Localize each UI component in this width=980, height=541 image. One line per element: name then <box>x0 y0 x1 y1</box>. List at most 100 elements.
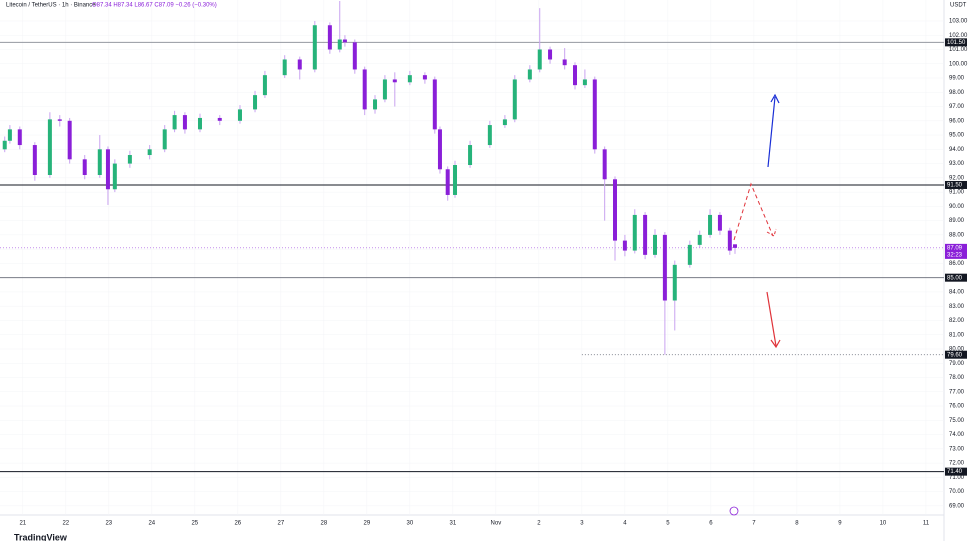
projection-head <box>766 228 777 237</box>
candle-body <box>592 79 597 150</box>
candle-body <box>502 119 507 126</box>
annotations <box>729 93 781 516</box>
candle-body <box>32 145 37 175</box>
price-label: 71.40 <box>947 469 963 475</box>
candle-body <box>548 49 553 60</box>
candle-body <box>527 69 532 80</box>
candle-body <box>67 120 72 160</box>
y-tick-label: 94.00 <box>949 147 965 153</box>
candle-body <box>732 244 737 248</box>
x-tick-label: 21 <box>19 521 26 527</box>
candle-body <box>7 129 12 141</box>
y-tick-label: 99.00 <box>949 76 965 82</box>
x-tick-label: 8 <box>795 521 799 527</box>
candle-body <box>253 95 258 110</box>
y-tick-label: 88.00 <box>949 232 965 238</box>
candle-body <box>127 155 132 164</box>
ohlc-legend: O87.34 H87.34 L86.67 C87.09 −0.26 (−0.30… <box>92 3 217 9</box>
y-tick-label: 83.00 <box>949 304 965 310</box>
candle-body <box>422 75 427 80</box>
candle-body <box>47 119 52 175</box>
down-arrow-head <box>770 339 781 349</box>
candle-body <box>57 119 62 121</box>
price-axis: 69.00 70.00 71.00 72.00 73.00 74.00 75.00 76.00… <box>19 19 968 527</box>
candle-body <box>697 234 702 245</box>
candle-body <box>652 234 657 255</box>
y-tick-label: 93.00 <box>949 161 965 167</box>
y-tick-label: 72.00 <box>949 461 965 467</box>
x-tick-label: 2 <box>537 521 541 527</box>
candle-body <box>147 149 152 156</box>
event-icon[interactable] <box>729 506 739 516</box>
candles <box>2 0 737 355</box>
x-tick-label: 3 <box>580 521 584 527</box>
last-price-box <box>945 243 967 259</box>
candle-body <box>2 140 7 150</box>
y-tick-label: 101.00 <box>949 47 968 53</box>
brand-logo[interactable]: TradingView <box>14 532 68 541</box>
candle-body <box>82 159 87 175</box>
candle-body <box>437 129 442 170</box>
price-label-box <box>945 38 967 47</box>
projection-path <box>733 182 774 241</box>
candle-body <box>382 79 387 100</box>
x-tick-label: 26 <box>234 521 241 527</box>
candle-body <box>392 79 397 83</box>
y-tick-label: 76.00 <box>949 404 965 410</box>
x-tick-label: 28 <box>320 521 327 527</box>
price-label-box <box>945 467 967 476</box>
symbol-title[interactable]: Litecoin / TetherUS · 1h · Binance <box>6 3 96 9</box>
candle-body <box>182 115 187 130</box>
candle-body <box>537 49 542 70</box>
y-tick-label: 75.00 <box>949 418 965 424</box>
candle-body <box>337 39 342 50</box>
y-tick-label: 91.00 <box>949 190 965 196</box>
y-tick-label: 70.00 <box>949 489 965 495</box>
y-tick-label: 74.00 <box>949 432 965 438</box>
candle-body <box>512 79 517 120</box>
up-arrow <box>767 96 776 168</box>
candle-body <box>582 79 587 86</box>
x-tick-label: 6 <box>709 521 713 527</box>
price-label: 85.00 <box>947 275 963 281</box>
price-label: 91.50 <box>947 183 963 189</box>
x-tick-label: 23 <box>105 521 112 527</box>
y-tick-label: 90.00 <box>949 204 965 210</box>
x-tick-label: 27 <box>277 521 284 527</box>
x-tick-label: 31 <box>450 521 457 527</box>
candle-body <box>468 145 473 166</box>
candle-body <box>97 149 102 175</box>
price-label-box <box>945 273 967 282</box>
candle-body <box>162 129 167 150</box>
candle-body <box>643 214 648 255</box>
x-tick-label: 7 <box>752 521 756 527</box>
x-tick-label: 25 <box>191 521 198 527</box>
y-tick-label: 100.00 <box>949 61 968 67</box>
y-tick-label: 69.00 <box>949 503 965 509</box>
countdown: 32:23 <box>947 252 963 258</box>
grid <box>0 0 944 515</box>
candle-body <box>727 230 732 251</box>
candle-body <box>237 109 242 121</box>
last-price-label: 87.09 <box>947 245 963 251</box>
price-label: 79.60 <box>947 352 963 358</box>
candle-body <box>327 25 332 50</box>
y-tick-label: 89.00 <box>949 218 965 224</box>
candle-body <box>717 214 722 231</box>
y-tick-label: 92.00 <box>949 175 965 181</box>
up-arrow-head <box>770 93 780 104</box>
candle-body <box>312 25 317 70</box>
y-tick-label: 82.00 <box>949 318 965 324</box>
x-tick-label: Nov <box>491 521 502 527</box>
candle-body <box>602 149 607 180</box>
levels <box>0 41 944 473</box>
y-tick-label: 78.00 <box>949 375 965 381</box>
y-tick-label: 84.00 <box>949 290 965 296</box>
x-tick-label: 10 <box>880 521 887 527</box>
y-tick-label: 77.00 <box>949 389 965 395</box>
y-tick-label: 96.00 <box>949 118 965 124</box>
price-label: 101.50 <box>947 40 966 46</box>
y-tick-label: 80.00 <box>949 347 965 353</box>
candle-body <box>562 59 567 66</box>
